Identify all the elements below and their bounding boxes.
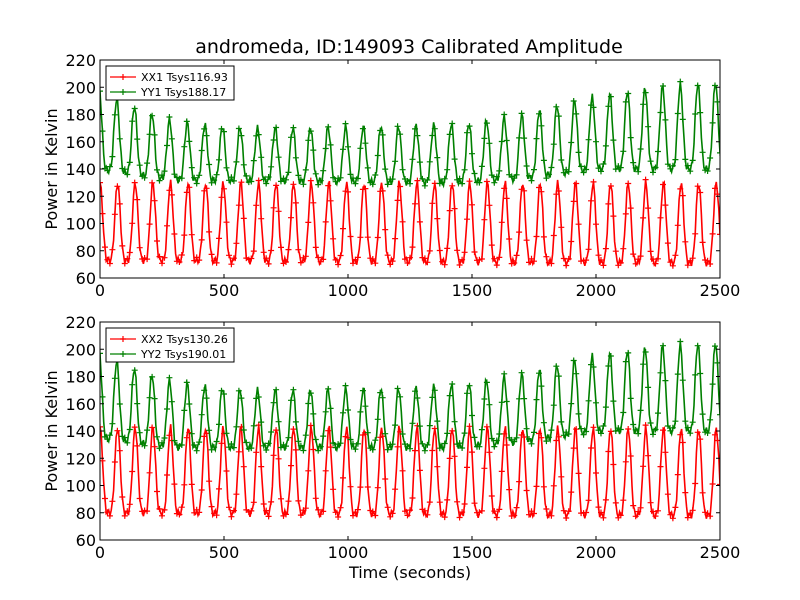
y-tick-label: 160 xyxy=(65,133,96,152)
legend: XX2 Tsys130.26 YY2 Tsys190.01 xyxy=(105,327,235,363)
legend-marker xyxy=(120,351,126,357)
x-axis-label: Time (seconds) xyxy=(348,563,471,582)
x-tick-label: 2500 xyxy=(700,543,741,562)
y-tick-label: 220 xyxy=(65,313,96,332)
series-markers-yy1 xyxy=(100,78,720,189)
legend-label: YY1 Tsys188.17 xyxy=(140,86,226,99)
series-markers-yy2 xyxy=(100,338,720,454)
y-axis-label: Power in Kelvin xyxy=(42,370,61,491)
x-tick-label: 0 xyxy=(95,281,105,300)
y-tick-label: 120 xyxy=(65,449,96,468)
y-tick-label: 140 xyxy=(65,160,96,179)
legend-marker xyxy=(120,89,126,95)
legend-box xyxy=(105,65,235,101)
y-tick-label: 80 xyxy=(76,504,96,523)
y-tick-label: 80 xyxy=(76,242,96,261)
x-tick-label: 0 xyxy=(95,543,105,562)
series-group xyxy=(100,78,720,269)
x-tick-label: 2000 xyxy=(576,543,617,562)
series-markers-xx2 xyxy=(100,422,720,522)
chart-title: andromeda, ID:149093 Calibrated Amplitud… xyxy=(195,36,623,58)
y-tick-label: 120 xyxy=(65,187,96,206)
x-tick-label: 2000 xyxy=(576,281,617,300)
y-tick-label: 100 xyxy=(65,215,96,234)
legend: XX1 Tsys116.93 YY1 Tsys188.17 xyxy=(105,65,235,101)
x-tick-label: 1500 xyxy=(452,543,493,562)
y-tick-label: 160 xyxy=(65,395,96,414)
legend-label: XX1 Tsys116.93 xyxy=(141,71,228,84)
y-tick-label: 200 xyxy=(65,78,96,97)
x-tick-label: 1000 xyxy=(328,281,369,300)
panel-1: 0 500 1000 1500 2000 2500 60 80 100 120 140 160 180 2… xyxy=(42,51,740,300)
y-tick-label: 180 xyxy=(65,368,96,387)
y-axis-label: Power in Kelvin xyxy=(42,108,61,229)
legend-marker xyxy=(120,74,126,80)
x-tick-label: 500 xyxy=(209,543,240,562)
legend-label: YY2 Tsys190.01 xyxy=(140,348,226,361)
x-tick-label: 500 xyxy=(209,281,240,300)
x-tick-label: 1500 xyxy=(452,281,493,300)
y-tick-label: 140 xyxy=(65,422,96,441)
x-tick-label: 2500 xyxy=(700,281,741,300)
legend-marker xyxy=(120,336,126,342)
legend-box xyxy=(105,327,235,363)
panel-2: 0 500 1000 1500 2000 2500 60 80 100 120 140 160 180 2… xyxy=(42,313,740,582)
y-tick-label: 180 xyxy=(65,106,96,125)
y-tick-label: 60 xyxy=(76,269,96,288)
y-tick-label: 200 xyxy=(65,340,96,359)
y-tick-label: 220 xyxy=(65,51,96,70)
y-tick-label: 100 xyxy=(65,477,96,496)
y-tick-label: 60 xyxy=(76,531,96,550)
legend-label: XX2 Tsys130.26 xyxy=(141,333,228,346)
series-markers-xx1 xyxy=(100,176,720,269)
x-tick-label: 1000 xyxy=(328,543,369,562)
series-group xyxy=(100,338,720,522)
